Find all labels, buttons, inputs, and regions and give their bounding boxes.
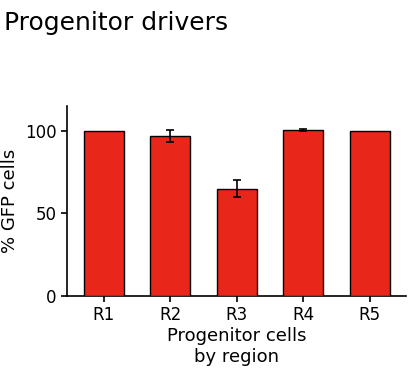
Bar bbox=[350, 131, 390, 296]
Bar bbox=[283, 130, 323, 296]
X-axis label: Progenitor cells
by region: Progenitor cells by region bbox=[167, 327, 306, 366]
Bar bbox=[150, 136, 190, 296]
Y-axis label: % GFP cells: % GFP cells bbox=[1, 149, 19, 253]
Text: Progenitor drivers: Progenitor drivers bbox=[4, 11, 228, 35]
Bar bbox=[217, 188, 257, 296]
Bar bbox=[84, 131, 124, 296]
